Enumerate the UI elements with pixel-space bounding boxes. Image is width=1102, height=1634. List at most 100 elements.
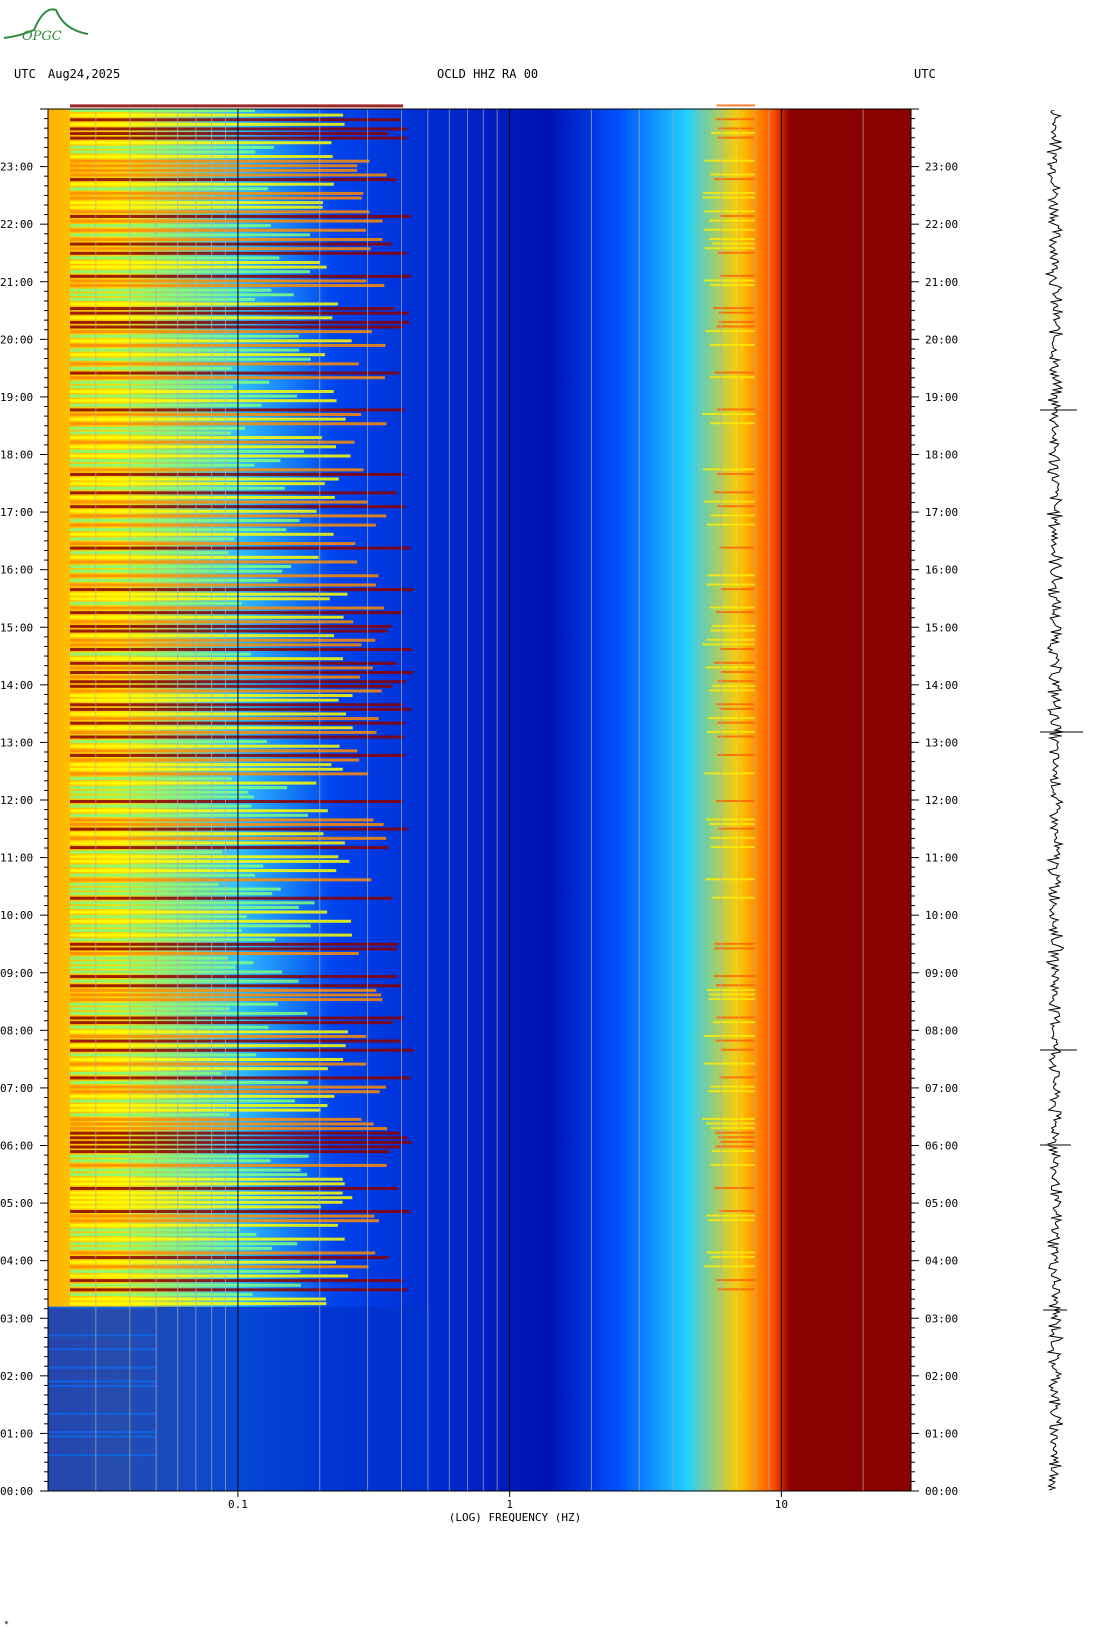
spectral-band [70,1131,401,1135]
y-tick-label-left: 03:00 [0,1312,33,1325]
spectral-band [70,961,254,965]
spectral-band [70,869,337,873]
spectral-band [70,201,324,205]
spectral-band [70,1090,380,1094]
spectral-band [70,671,414,675]
spectral-band [710,1163,756,1166]
spectral-band [70,122,345,126]
y-tick-label-right: 01:00 [925,1427,958,1440]
spectral-band [70,1025,269,1029]
spectral-band [70,661,397,665]
spectral-band [717,680,756,683]
spectral-band [70,855,339,859]
spectral-band [70,482,325,486]
spectral-band [70,491,397,495]
spectral-band [70,901,315,905]
spectral-band [70,698,339,702]
spectral-band [709,606,756,609]
spectral-band [70,532,334,536]
spectral-band [70,1256,389,1260]
spectral-band [70,1219,379,1223]
spectral-band [70,1177,343,1181]
time-axis: 00:00 00:00 01:00 01:00 02:00 02:00 03:00 03:00… [0,108,958,1498]
header-right-timezone: UTC [914,67,936,81]
spectral-band [713,307,756,310]
spectral-band [716,1016,756,1019]
spectral-band [704,772,756,775]
spectral-band [70,684,392,688]
spectral-band [702,643,756,646]
spectral-band [70,827,408,831]
spectral-band [70,956,229,960]
spectral-band [70,758,360,762]
spectral-band [70,592,348,596]
y-tick-label-left: 21:00 [0,276,33,289]
spectral-band [706,988,756,991]
spectral-band [70,933,352,937]
spectral-band [70,1057,344,1061]
spectral-band [70,210,370,214]
spectral-band [70,118,401,122]
spectral-band [711,1150,756,1153]
spectral-band [70,440,355,444]
spectral-band [70,767,343,771]
spectral-band [70,514,387,518]
spectral-band [70,325,403,329]
y-tick-label-right: 04:00 [925,1255,958,1268]
spectral-band [70,417,346,421]
frequency-axis: 0.1 1 10 [228,1491,788,1511]
spectral-band [70,1163,387,1167]
spectral-band [70,643,362,647]
spectral-band [70,1011,308,1015]
y-tick-label-right: 22:00 [925,218,958,231]
spectral-band [707,574,756,577]
spectral-band [70,873,255,877]
spectral-band [70,717,379,721]
spectral-band [709,376,756,379]
spectral-band [70,574,379,578]
spectral-band [702,196,756,199]
spectral-band [703,279,756,282]
spectral-band [70,1016,404,1020]
spectral-band [719,546,756,549]
spectral-band [704,159,756,162]
spectral-band [70,477,339,481]
spectral-band [710,132,756,135]
spectral-band [705,330,756,333]
spectral-band [70,666,373,670]
opgc-logo: OPGC [3,8,89,44]
spectral-band [70,1269,301,1273]
spectral-band [707,1219,756,1222]
y-tick-label-left: 23:00 [0,161,33,174]
y-tick-label-left: 01:00 [0,1427,33,1440]
spectral-band [719,647,756,650]
y-tick-label-left: 00:00 [0,1485,33,1498]
spectral-band [710,514,756,517]
spectral-band [714,947,756,950]
spectral-band [70,786,288,790]
spectral-band [70,1200,343,1204]
spectral-band [718,311,756,314]
spectral-band [715,1145,756,1148]
spectral-band [70,445,337,449]
spectral-band [70,228,366,232]
spectral-band [714,178,756,181]
spectral-band [70,1122,374,1126]
spectral-band [70,196,362,200]
spectral-band [48,1348,157,1351]
y-tick-label-right: 13:00 [925,736,958,749]
spectral-band [70,1048,414,1052]
spectral-band [70,998,383,1002]
spectral-band [702,1117,756,1120]
spectral-band [70,523,376,527]
y-tick-label-left: 16:00 [0,564,33,577]
spectral-band [70,311,410,315]
spectral-band [70,270,310,274]
spectral-band [712,1021,756,1024]
spectral-band [70,647,412,651]
spectral-band [70,182,334,186]
spectral-band [70,915,247,919]
spectral-band [716,104,756,107]
spectral-band [70,730,377,734]
y-tick-label-left: 20:00 [0,333,33,346]
